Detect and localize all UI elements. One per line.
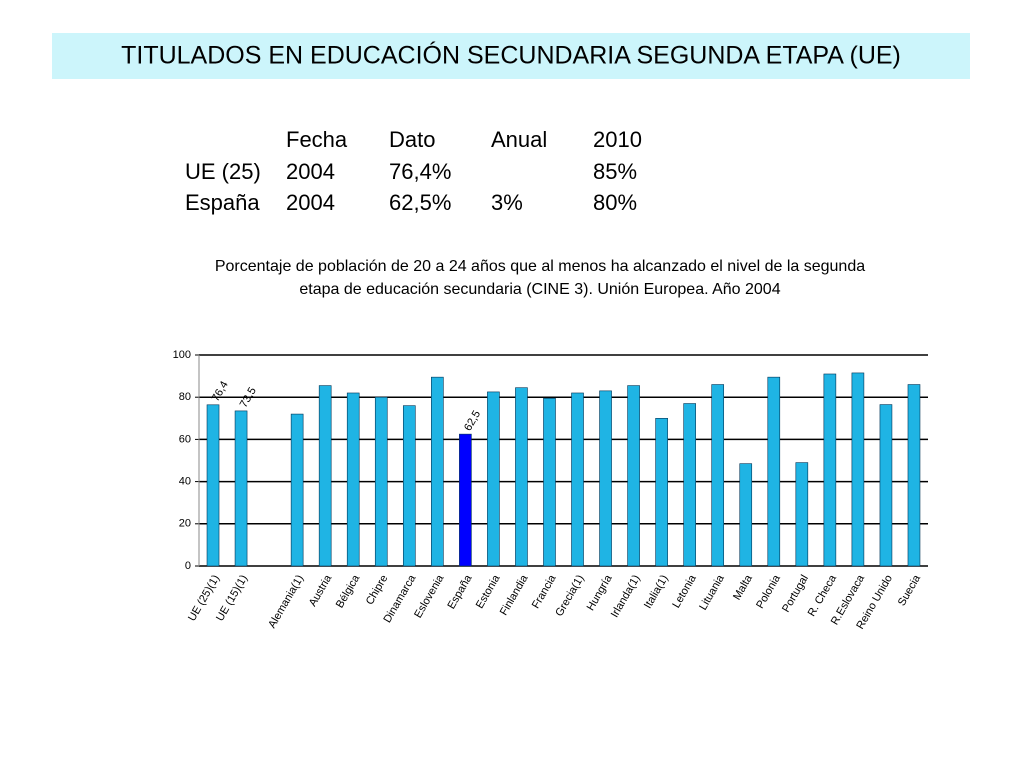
bar: [683, 403, 696, 567]
bar: [234, 410, 248, 567]
x-tick-label: Estonia: [474, 572, 503, 611]
bar: [571, 392, 584, 567]
table-cell: 76,4%: [389, 159, 451, 184]
y-tick-label: 40: [179, 476, 191, 488]
bar: [655, 417, 668, 567]
table-cell: 62,5%: [389, 190, 451, 215]
slide-title: TITULADOS EN EDUCACIÓN SECUNDARIA SEGUND…: [121, 41, 901, 70]
caption-line: etapa de educación secundaria (CINE 3). …: [299, 281, 780, 298]
bar: [907, 384, 921, 567]
x-tick-label: Polonia: [754, 572, 783, 611]
bar: [543, 397, 556, 567]
bar: [515, 387, 528, 567]
x-tick-label: Alemania(1): [266, 573, 306, 630]
title-box: [52, 33, 970, 79]
x-tick-label: Finlandia: [498, 572, 531, 617]
table-cell: 3%: [491, 190, 523, 215]
x-tick-label: España: [445, 572, 474, 611]
bar: [374, 396, 388, 567]
x-tick-label: Grecia(1): [553, 573, 586, 619]
x-tick-label: Malta: [731, 572, 755, 602]
bar: [851, 372, 865, 567]
x-tick-label: Austria: [307, 572, 335, 608]
bar: [599, 390, 612, 567]
x-tick-label: Chipre: [364, 573, 391, 607]
table-header: Fecha: [286, 127, 348, 152]
bar: [402, 405, 416, 567]
caption-line: Porcentaje de población de 20 a 24 años …: [215, 258, 865, 275]
value-label: 62,5: [462, 409, 483, 434]
x-tick-label: Hungría: [585, 572, 615, 613]
table-header: 2010: [593, 127, 642, 152]
y-tick-label: 80: [179, 391, 191, 403]
table-header: Anual: [491, 127, 547, 152]
table-header: Dato: [389, 127, 435, 152]
bar: [459, 433, 472, 567]
y-tick-label: 100: [173, 349, 191, 361]
table-cell: 80%: [593, 190, 637, 215]
table-cell: 2004: [286, 159, 335, 184]
x-tick-label: Letonia: [670, 572, 699, 610]
x-tick-label: Bélgica: [334, 572, 363, 610]
x-tick-label: Portugal: [780, 573, 811, 614]
bar: [431, 376, 444, 567]
bar: [739, 463, 753, 567]
bar: [318, 385, 332, 567]
bar: [767, 376, 781, 567]
table-cell: 2004: [286, 190, 335, 215]
bar: [823, 373, 837, 567]
bar: [795, 462, 809, 567]
x-tick-label: Francia: [530, 572, 559, 611]
bar: [711, 384, 725, 567]
bar: [627, 385, 640, 567]
y-tick-label: 0: [185, 560, 191, 572]
table-cell: UE (25): [185, 159, 261, 184]
bar: [879, 404, 893, 567]
x-tick-label: Italia(1): [642, 573, 671, 611]
table-cell: 85%: [593, 159, 637, 184]
x-tick-label: Suecia: [896, 572, 924, 608]
table-cell: España: [185, 190, 260, 215]
value-label: 76,4: [210, 379, 231, 404]
bar: [290, 413, 304, 567]
y-tick-label: 20: [179, 518, 191, 530]
x-tick-label: Lituania: [697, 572, 727, 612]
bar: [487, 391, 500, 567]
bar: [206, 404, 220, 567]
bar: [346, 392, 360, 567]
y-tick-label: 60: [179, 433, 191, 445]
